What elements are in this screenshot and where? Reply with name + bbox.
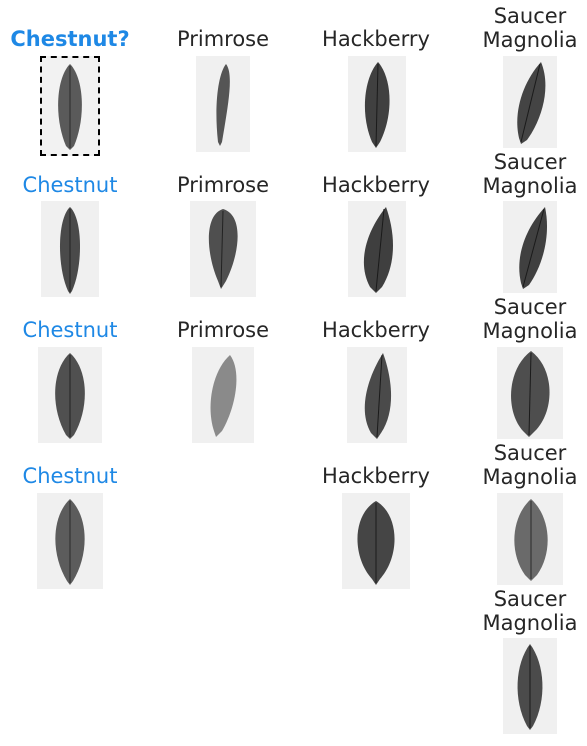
label: Hackberry: [322, 173, 430, 197]
leaf-image[interactable]: [503, 56, 557, 148]
label: Saucer Magnolia: [482, 441, 578, 489]
leaf-image[interactable]: [503, 201, 557, 293]
leaf-image[interactable]: [37, 493, 103, 589]
query-label: Chestnut?: [10, 27, 130, 51]
label: Hackberry: [322, 318, 430, 342]
label: Saucer Magnolia: [482, 295, 578, 343]
match-label: Chestnut: [22, 318, 118, 342]
leaf-icon: [55, 499, 85, 585]
leaf-icon: [364, 62, 390, 148]
leaf-icon: [216, 64, 230, 146]
label: Saucer Magnolia: [482, 4, 578, 52]
query-leaf-image[interactable]: [40, 56, 100, 156]
leaf-image[interactable]: [503, 638, 557, 734]
leaf-image[interactable]: [190, 201, 256, 297]
leaf-icon: [519, 207, 548, 289]
leaf-icon: [210, 355, 237, 437]
label: Saucer Magnolia: [482, 150, 578, 198]
label: Primrose: [176, 27, 270, 51]
leaf-image[interactable]: [41, 201, 99, 297]
leaf-image[interactable]: [497, 493, 563, 585]
leaf-icon: [55, 353, 85, 439]
leaf-icon: [517, 62, 546, 144]
leaf-image[interactable]: [497, 347, 563, 439]
leaf-icon: [514, 499, 548, 581]
label: Hackberry: [322, 27, 430, 51]
label: Primrose: [176, 173, 270, 197]
match-label: Chestnut: [22, 173, 118, 197]
leaf-image[interactable]: [38, 347, 102, 443]
leaf-image[interactable]: [342, 493, 410, 589]
leaf-icon: [357, 501, 395, 585]
leaf-icon: [511, 351, 550, 437]
leaf-image[interactable]: [347, 347, 407, 443]
leaf-image[interactable]: [196, 56, 250, 152]
leaf-icon: [59, 207, 81, 294]
leaf-icon: [208, 209, 238, 289]
leaf-icon: [363, 207, 393, 293]
label: Saucer Magnolia: [482, 587, 578, 635]
leaf-image[interactable]: [192, 347, 254, 443]
match-label: Chestnut: [22, 464, 118, 488]
leaf-icon: [517, 644, 543, 730]
leaf-icon: [58, 64, 82, 150]
leaf-icon: [364, 353, 392, 439]
label: Hackberry: [322, 464, 430, 488]
leaf-image[interactable]: [348, 56, 406, 152]
label: Primrose: [176, 318, 270, 342]
leaf-image[interactable]: [348, 201, 406, 297]
